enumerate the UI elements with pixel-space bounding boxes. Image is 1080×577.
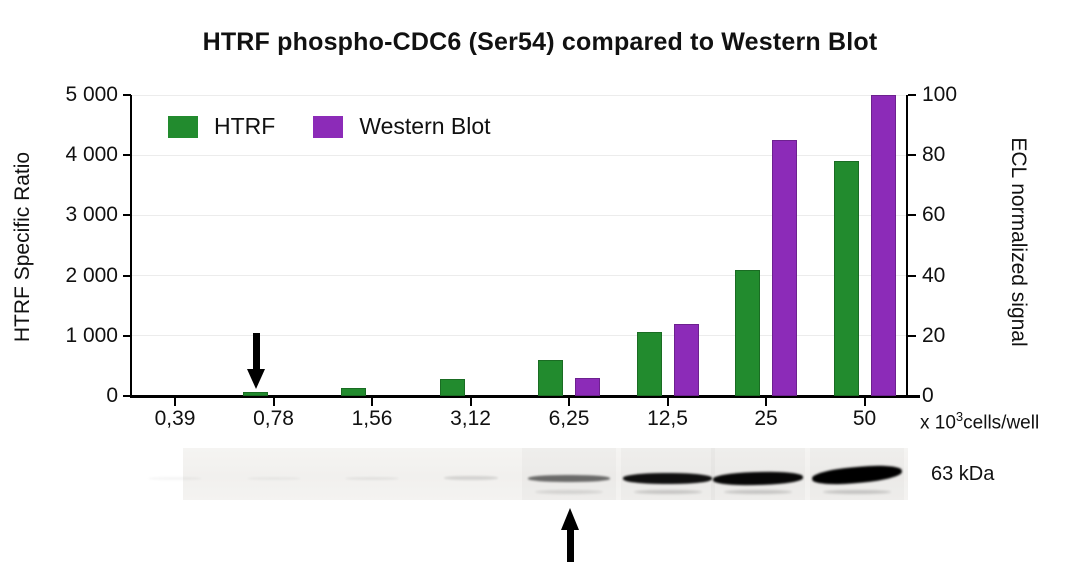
right-axis-tick [908,94,916,96]
right-axis-tick-label: 20 [922,323,946,347]
left-axis-tick-label: 2 000 [65,263,118,287]
right-axis-tick [908,334,916,337]
left-axis-tick-label: 3 000 [65,203,118,227]
blot-smudge-6,25 [535,490,603,494]
molecular-weight-label: 63 kDa [931,463,995,485]
x-axis-tick-label: 12,5 [647,407,688,430]
gridline [132,214,906,216]
bar-western-blot-25 [772,140,797,396]
up-arrow-annotation [567,529,574,562]
blot-smudge-25 [724,490,792,494]
right-axis-tick-label: 80 [922,143,946,167]
legend-swatch [168,115,198,138]
left-axis-tick-label: 0 [106,384,118,407]
right-axis-tick [908,395,916,397]
bar-htrf-50 [833,161,859,396]
left-axis-tick-label: 4 000 [65,143,118,167]
blot-band-0,39 [148,476,202,480]
legend-swatch [313,115,344,138]
up-arrow-head [561,508,579,530]
legend: HTRF Western Blot [168,113,491,140]
blot-band-3,12 [443,476,498,480]
legend-label: Western Blot [359,113,491,139]
right-axis-tick-label: 60 [922,203,946,227]
left-axis-tick-label: 5 000 [65,83,118,106]
right-axis-line [906,95,908,397]
bar-htrf-3,12 [439,379,465,396]
x-axis-tick [272,398,275,406]
x-axis-tick-label: 25 [754,407,778,430]
x-axis-tick-label: 3,12 [450,407,491,430]
bar-htrf-6,25 [538,360,563,396]
right-axis-tick [908,214,916,217]
x-unit-exponent: 3 [955,409,964,424]
x-unit-prefix: x 10 [920,412,956,434]
x-axis-tick [765,398,767,406]
left-axis-title: HTRF Specific Ratio [11,151,34,343]
x-axis-tick-label: 0,78 [253,407,294,430]
gridline [132,94,906,96]
left-axis-line [130,95,132,397]
x-axis-unit-label: x 103cells/well [920,409,1039,434]
bar-western-blot-50 [870,95,896,396]
x-axis-tick-label: 1,56 [351,407,393,430]
legend-entry-htrf: HTRF [168,113,275,140]
western-blot-image [148,448,908,500]
chart-title: HTRF phospho-CDC6 (Ser54) compared to We… [202,28,878,56]
x-axis-tick-label: 0,39 [154,407,196,430]
left-axis-tick [123,274,131,277]
blot-smudge-12,5 [633,490,702,494]
right-axis-tick [908,274,916,277]
bar-western-blot-12,5 [673,323,699,396]
x-axis-tick [371,398,373,406]
bar-htrf-0,78 [242,392,268,396]
bar-htrf-1,56 [341,388,366,396]
blot-band-12,5 [623,472,712,484]
left-axis-tick [123,395,131,397]
right-axis-tick-label: 40 [922,263,946,287]
down-arrow-annotation [253,333,260,370]
bar-htrf-25 [735,270,760,396]
left-axis-tick [123,94,131,96]
gridline [132,335,906,337]
left-axis-tick [123,214,131,217]
left-axis-tick-label: 1 000 [65,323,118,347]
blot-band-1,56 [345,476,399,480]
right-axis-tick-label: 0 [922,384,934,407]
gridline [132,275,906,277]
right-axis-tick-label: 100 [922,83,958,106]
left-axis-tick [123,154,131,157]
bar-western-blot-6,25 [575,377,600,396]
x-axis-tick [666,398,669,406]
x-axis-tick [174,398,176,406]
blot-band-6,25 [527,474,611,482]
x-axis-tick-label: 50 [852,407,877,430]
right-axis-tick [908,154,916,157]
bar-htrf-12,5 [636,332,662,396]
legend-label: HTRF [214,113,276,139]
legend-entry-western-blot: Western Blot [313,113,491,140]
x-axis-line [130,395,920,398]
x-axis-tick [568,398,570,406]
x-axis-tick [469,398,472,406]
right-axis-title: ECL normalized signal [1007,137,1030,347]
left-axis-tick [123,334,131,337]
x-axis-tick [863,398,866,406]
x-axis-tick-label: 6,25 [548,407,590,430]
blot-smudge-50 [822,490,891,494]
blot-band-0,78 [246,476,301,480]
down-arrow-head [247,369,265,389]
gridline [132,154,906,156]
x-unit-suffix: cells/well [963,412,1040,434]
